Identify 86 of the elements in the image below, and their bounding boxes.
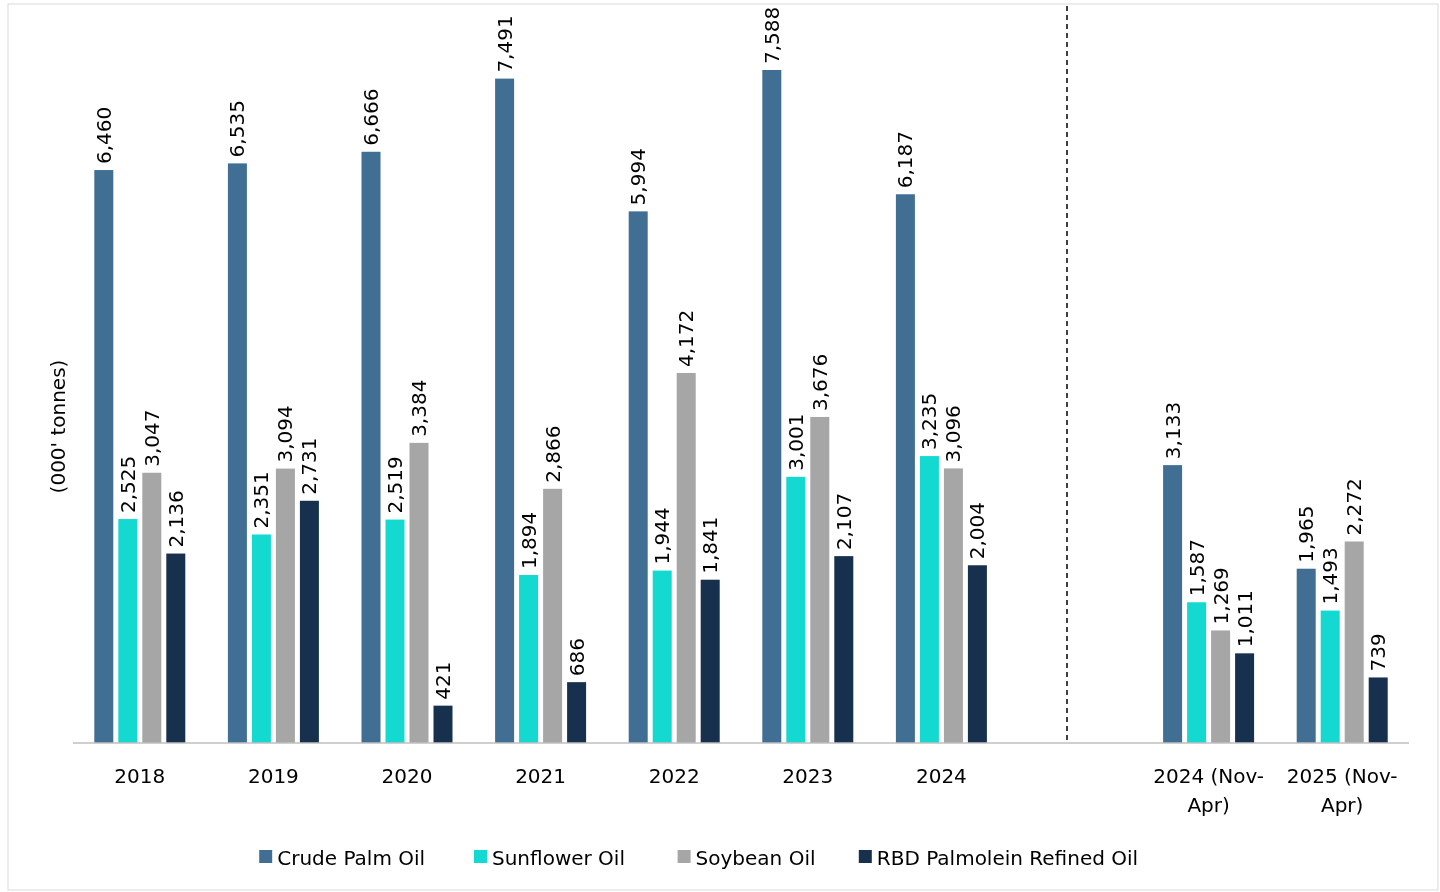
bar xyxy=(495,78,515,743)
data-label: 2,107 xyxy=(831,492,856,551)
data-label: 2,136 xyxy=(163,490,188,548)
bar xyxy=(1296,568,1316,743)
bar xyxy=(1235,653,1255,743)
data-label: 3,001 xyxy=(783,413,808,471)
data-label: 1,493 xyxy=(1318,547,1343,605)
data-label: 2,351 xyxy=(249,471,274,529)
legend-label: Sunflower Oil xyxy=(492,846,625,870)
data-label: 5,994 xyxy=(626,148,651,206)
data-label: 7,491 xyxy=(492,15,517,73)
x-tick-label: 2021 xyxy=(515,764,567,788)
data-label: 6,666 xyxy=(359,88,383,146)
x-tick-label: 2024 xyxy=(915,764,967,788)
bar xyxy=(895,194,915,743)
bar xyxy=(1320,610,1340,743)
data-label: 6,187 xyxy=(893,130,918,189)
data-label: 3,384 xyxy=(407,379,431,437)
bar xyxy=(567,682,587,743)
bar xyxy=(834,556,854,743)
x-tick-label: 2019 xyxy=(247,764,299,788)
bar xyxy=(919,456,939,743)
legend-label: Soybean Oil xyxy=(695,846,816,870)
data-label: 3,133 xyxy=(1160,401,1185,460)
data-label: 3,047 xyxy=(139,409,164,467)
legend-label: RBD Palmolein Refined Oil xyxy=(876,846,1139,870)
data-label: 686 xyxy=(564,637,589,677)
x-tick-label: 2018 xyxy=(114,764,166,788)
legend-label: Crude Palm Oil xyxy=(277,846,426,870)
data-label: 1,841 xyxy=(698,516,723,574)
data-label: 1,269 xyxy=(1208,567,1233,625)
data-label: 2,731 xyxy=(297,437,322,495)
data-label: 1,894 xyxy=(516,511,541,570)
bar xyxy=(94,170,114,743)
bar xyxy=(1368,677,1388,743)
bar xyxy=(361,151,381,743)
bar xyxy=(227,163,247,743)
bar xyxy=(543,488,563,743)
data-label: 2,519 xyxy=(383,456,407,514)
bar xyxy=(299,500,319,743)
bar xyxy=(409,442,429,743)
data-label: 1,587 xyxy=(1184,538,1209,597)
data-label: 7,588 xyxy=(759,6,784,64)
data-label: 2,272 xyxy=(1342,478,1367,536)
x-tick-label: 2020 xyxy=(381,764,433,788)
data-label: 4,172 xyxy=(674,309,699,367)
data-label: 1,011 xyxy=(1232,590,1257,648)
bar xyxy=(628,211,648,743)
x-tick-label: 2023 xyxy=(782,764,834,788)
bar xyxy=(519,575,539,743)
data-label: 2,525 xyxy=(115,455,140,514)
bar xyxy=(433,705,453,743)
x-tick-label: 2024 (Nov-Apr) xyxy=(1153,764,1264,817)
data-label: 1,944 xyxy=(650,507,675,565)
bar xyxy=(1187,602,1207,743)
bar xyxy=(810,416,830,743)
bar xyxy=(786,476,806,743)
data-label: 2,866 xyxy=(540,425,565,483)
y-axis-title: (000' tonnes) xyxy=(46,359,70,494)
bar xyxy=(967,565,987,743)
x-tick-label: 2025 (Nov-Apr) xyxy=(1286,764,1398,817)
data-label: 3,096 xyxy=(941,405,966,463)
x-tick-label: 2022 xyxy=(648,764,700,788)
data-label: 3,235 xyxy=(917,392,942,451)
bar xyxy=(1344,541,1364,743)
bar xyxy=(385,519,405,743)
bar xyxy=(676,372,696,743)
data-label: 3,676 xyxy=(807,353,832,411)
bar xyxy=(118,519,138,743)
bar xyxy=(1163,465,1183,743)
data-label: 6,460 xyxy=(91,106,116,165)
bar xyxy=(166,553,186,743)
bar xyxy=(275,468,295,743)
data-label: 3,094 xyxy=(273,405,298,463)
bar xyxy=(652,570,672,743)
bar xyxy=(700,579,720,743)
data-label: 739 xyxy=(1366,633,1391,672)
data-label: 6,535 xyxy=(225,100,250,158)
bar xyxy=(943,468,963,743)
bar xyxy=(1211,630,1231,743)
bar xyxy=(251,534,271,743)
data-label: 421 xyxy=(431,661,455,700)
data-label: 1,965 xyxy=(1294,505,1319,563)
data-label: 2,004 xyxy=(965,501,990,560)
bar xyxy=(142,472,162,743)
bar xyxy=(762,70,782,743)
